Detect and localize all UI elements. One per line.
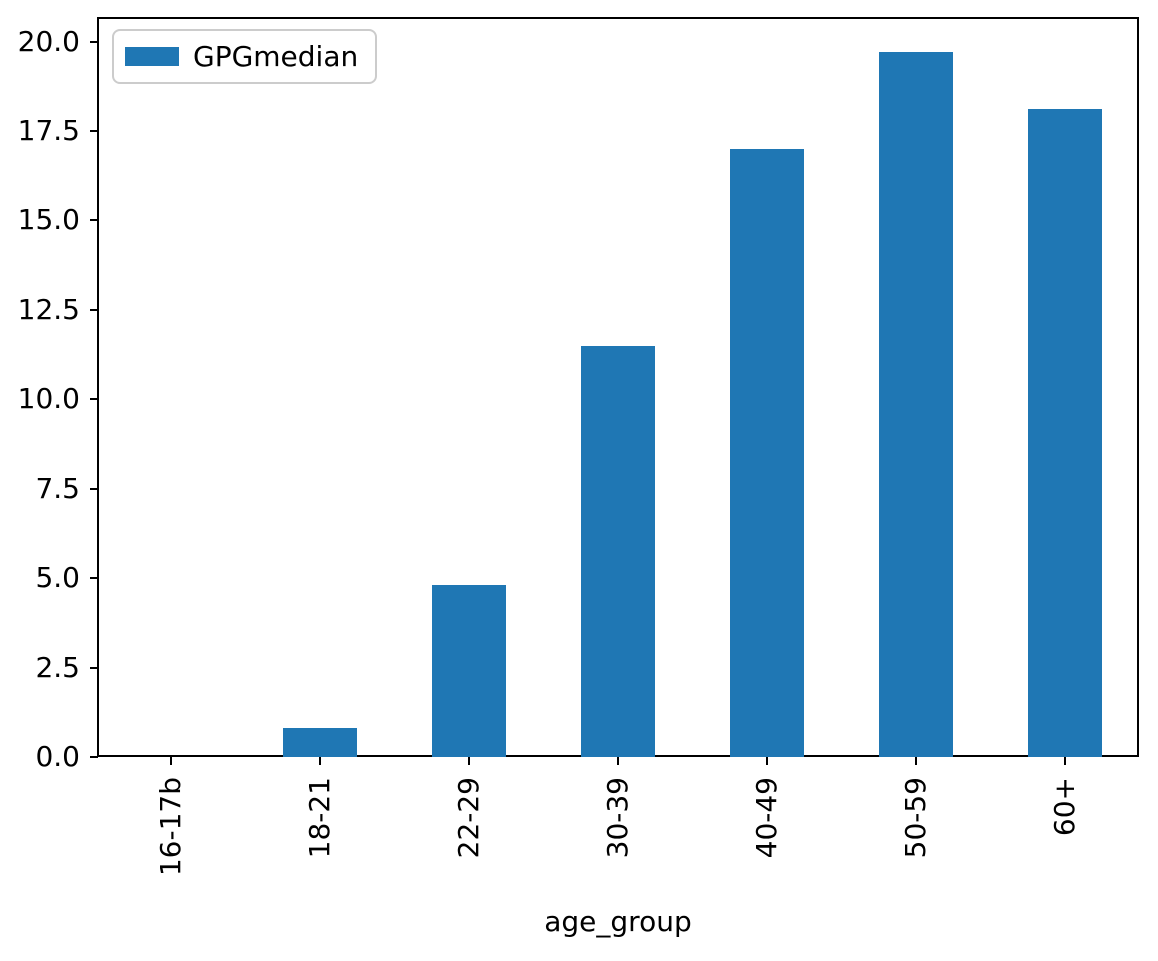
y-tick-mark: [90, 666, 98, 669]
y-tick-label-2.5: 2.5: [35, 650, 80, 684]
legend-swatch-icon: [125, 47, 179, 66]
x-tick-mark: [617, 757, 619, 765]
y-tick-mark: [90, 398, 98, 401]
y-tick-label-17.5: 17.5: [17, 113, 80, 147]
y-tick-label-20.0: 20.0: [17, 24, 80, 58]
y-tick-label-7.5: 7.5: [35, 471, 80, 505]
bar-50-59: [878, 52, 953, 757]
x-tick-mark: [170, 757, 173, 765]
bar-22-29: [432, 585, 507, 757]
bar-60+: [1027, 109, 1102, 757]
y-tick-mark: [90, 129, 98, 132]
x-tick-label-60+: 60+: [1047, 777, 1081, 837]
bar-30-39: [581, 345, 655, 757]
y-tick-label-5.0: 5.0: [35, 561, 80, 595]
x-axis-label: age_group: [544, 905, 692, 938]
y-tick-mark: [90, 487, 98, 490]
x-tick-mark: [1063, 757, 1066, 765]
x-tick-label-16-17b: 16-17b: [154, 777, 188, 877]
bar-18-21: [283, 728, 358, 757]
legend: GPGmedian: [112, 29, 377, 84]
x-tick-label-30-39: 30-39: [601, 777, 634, 859]
x-tick-mark: [319, 757, 322, 765]
y-tick-label-12.5: 12.5: [17, 292, 80, 326]
x-tick-mark: [468, 757, 471, 765]
x-tick-label-18-21: 18-21: [303, 777, 337, 859]
y-tick-mark: [90, 308, 98, 311]
y-tick-label-15.0: 15.0: [17, 203, 80, 237]
x-tick-label-50-59: 50-59: [898, 777, 932, 859]
y-tick-mark: [90, 577, 98, 580]
bar-40-49: [729, 148, 804, 757]
y-tick-mark: [90, 756, 98, 758]
y-tick-label-0.0: 0.0: [35, 740, 80, 773]
legend-label: GPGmedian: [193, 39, 359, 73]
y-tick-mark: [90, 40, 98, 43]
y-tick-label-10.0: 10.0: [17, 382, 80, 416]
x-tick-mark: [914, 757, 917, 765]
y-tick-mark: [90, 219, 98, 222]
x-tick-label-40-49: 40-49: [749, 777, 783, 859]
x-tick-mark: [765, 757, 768, 765]
x-tick-label-22-29: 22-29: [452, 777, 486, 859]
